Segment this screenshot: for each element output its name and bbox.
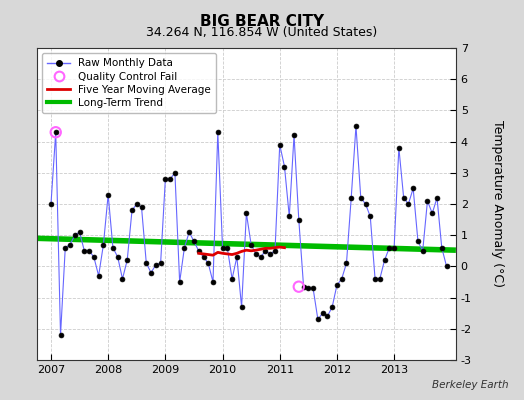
Text: BIG BEAR CITY: BIG BEAR CITY (200, 14, 324, 29)
Y-axis label: Temperature Anomaly (°C): Temperature Anomaly (°C) (492, 120, 504, 288)
Point (294, 284, 303, 290)
Legend: Raw Monthly Data, Quality Control Fail, Five Year Moving Average, Long-Term Tren: Raw Monthly Data, Quality Control Fail, … (42, 53, 216, 113)
Point (51, 129, 60, 136)
Text: Berkeley Earth: Berkeley Earth (432, 380, 508, 390)
Text: 34.264 N, 116.854 W (United States): 34.264 N, 116.854 W (United States) (146, 26, 378, 39)
